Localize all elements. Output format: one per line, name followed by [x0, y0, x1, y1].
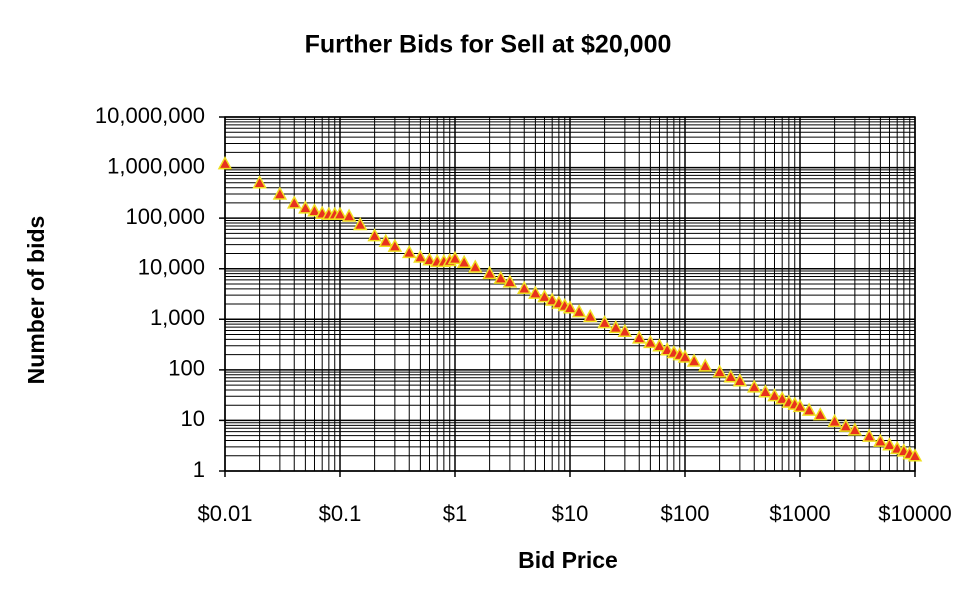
marker — [746, 379, 762, 393]
marker — [537, 289, 552, 303]
x-tick-label: $1000 — [769, 501, 830, 526]
marker — [882, 437, 897, 451]
marker — [767, 388, 782, 402]
marker — [582, 308, 598, 323]
marker — [686, 353, 702, 367]
marker — [758, 384, 773, 398]
marker — [528, 285, 543, 299]
marker — [792, 398, 808, 413]
marker — [252, 175, 267, 189]
marker — [677, 349, 693, 363]
marker — [456, 254, 472, 269]
marker — [307, 203, 322, 217]
y-axis-title: Number of bids — [23, 216, 49, 385]
marker — [617, 323, 633, 337]
x-tick-label: $10 — [552, 501, 589, 526]
marker — [378, 233, 394, 247]
x-tick-label: $0.1 — [319, 501, 362, 526]
marker — [332, 206, 348, 220]
y-tick-label: 1,000,000 — [107, 153, 205, 178]
marker — [812, 407, 828, 421]
marker — [631, 330, 647, 344]
marker — [387, 238, 403, 252]
y-tick-label: 1,000 — [150, 305, 205, 330]
marker — [861, 428, 877, 442]
marker — [697, 358, 713, 372]
marker — [732, 373, 748, 387]
marker — [516, 280, 532, 295]
x-tick-label: $1 — [443, 501, 467, 526]
marker — [298, 200, 313, 214]
marker — [774, 391, 790, 405]
marker — [493, 270, 509, 284]
marker — [801, 402, 817, 416]
marker — [217, 156, 233, 170]
marker — [643, 334, 658, 349]
x-tick-label: $0.01 — [197, 501, 252, 526]
y-tick-label: 10,000,000 — [95, 103, 205, 128]
marker — [827, 413, 842, 428]
marker — [562, 300, 578, 314]
marker — [907, 448, 923, 462]
marker — [447, 250, 463, 265]
marker — [652, 338, 667, 352]
y-tick-label: 10,000 — [138, 255, 205, 280]
plot-frame — [224, 116, 916, 472]
marker — [272, 186, 288, 200]
marker — [838, 418, 854, 432]
marker — [367, 228, 382, 242]
y-tick-label: 100,000 — [125, 204, 205, 229]
marker — [482, 265, 497, 280]
y-tick-label: 1 — [193, 457, 205, 482]
marker — [341, 208, 357, 222]
chart-title: Further Bids for Sell at $20,000 — [305, 31, 672, 59]
marker — [571, 304, 587, 318]
marker — [847, 422, 863, 436]
marker — [401, 244, 417, 259]
marker — [502, 274, 518, 288]
x-tick-label: $10000 — [878, 501, 951, 526]
marker — [422, 252, 437, 266]
x-tick-label: $100 — [661, 501, 710, 526]
marker — [873, 433, 888, 447]
marker — [467, 259, 483, 273]
marker — [712, 364, 727, 378]
y-tick-label: 10 — [181, 406, 205, 431]
marker — [723, 369, 739, 383]
marker — [352, 216, 368, 231]
y-tick-label: 100 — [168, 356, 205, 381]
marker — [286, 195, 302, 209]
marker — [413, 249, 428, 263]
marker — [597, 315, 612, 329]
marker — [608, 319, 624, 334]
x-axis-title: Bid Price — [518, 547, 618, 573]
